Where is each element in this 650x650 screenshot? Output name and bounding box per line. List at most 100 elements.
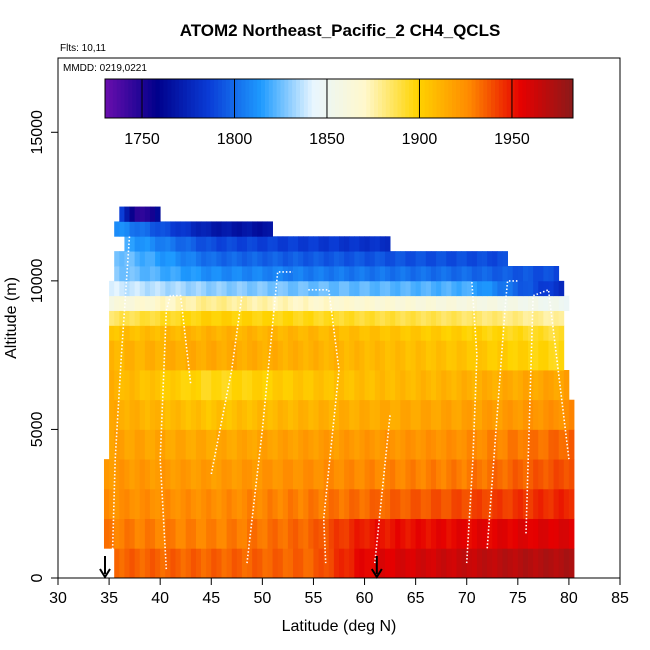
colorbar-segment (487, 79, 492, 118)
heatmap-cell (134, 459, 141, 490)
colorbar-segment (116, 79, 122, 118)
heatmap-cell (293, 236, 299, 252)
heatmap-cell (308, 310, 314, 326)
heatmap-cell (241, 310, 248, 326)
heatmap-cell (538, 310, 544, 326)
heatmap-cell (201, 518, 207, 549)
heatmap-cell (328, 310, 335, 326)
heatmap-cell (553, 459, 560, 490)
heatmap-cell (247, 399, 253, 430)
heatmap-cell (124, 325, 130, 341)
heatmap-cell (563, 459, 570, 490)
colorbar-segment (378, 79, 383, 118)
heatmap-cell (323, 266, 330, 282)
heatmap-cell (482, 325, 488, 341)
heatmap-cell (451, 280, 457, 297)
down-arrow-head (370, 568, 383, 579)
colorbar-tick-label: 1800 (217, 131, 253, 148)
heatmap-cell (175, 548, 182, 579)
heatmap-cell (298, 236, 304, 252)
heatmap-cell (160, 266, 166, 282)
heatmap-cell (129, 221, 136, 237)
heatmap-cell (231, 295, 238, 311)
heatmap-cell (272, 325, 279, 341)
heatmap-cell (364, 280, 371, 297)
heatmap-cell (247, 280, 253, 297)
heatmap-cell (553, 266, 560, 282)
heatmap-cell (267, 488, 273, 519)
heatmap-cell (262, 488, 268, 519)
heatmap-cell (456, 548, 463, 579)
heatmap-cell (512, 399, 519, 430)
heatmap-cell (543, 280, 549, 297)
heatmap-cell (425, 295, 432, 311)
heatmap-cell (323, 548, 330, 579)
heatmap-cell (298, 280, 304, 297)
heatmap-cell (185, 266, 192, 282)
heatmap-cell (430, 429, 437, 460)
heatmap-cell (374, 429, 381, 460)
heatmap-cell (165, 459, 171, 490)
heatmap-cell (134, 310, 141, 326)
heatmap-cell (425, 399, 432, 430)
colorbar-segment (366, 79, 371, 118)
heatmap-cell (211, 251, 217, 267)
heatmap-cell (441, 429, 447, 460)
heatmap-cell (568, 399, 575, 430)
heatmap-cell (247, 310, 253, 326)
colorbar-segment (428, 79, 434, 118)
heatmap-cell (201, 251, 207, 267)
heatmap-cell (180, 236, 187, 252)
heatmap-cell (328, 236, 335, 252)
heatmap-cell (354, 295, 360, 311)
heatmap-cell (221, 459, 227, 490)
heatmap-cell (155, 399, 161, 430)
heatmap-cell (201, 310, 207, 326)
heatmap-cell (512, 266, 519, 282)
heatmap-cell (339, 310, 345, 326)
heatmap-cell (451, 251, 457, 267)
heatmap-cell (344, 266, 350, 282)
colorbar-segment (261, 79, 266, 118)
heatmap-cell (400, 310, 406, 326)
heatmap-cell (257, 518, 263, 549)
heatmap-cell (369, 370, 376, 401)
colorbar-segment (284, 79, 289, 118)
heatmap-cell (441, 266, 447, 282)
heatmap-cell (395, 429, 401, 460)
heatmap-cell (114, 310, 120, 326)
heatmap-cell (144, 251, 151, 267)
heatmap-cell (226, 488, 233, 519)
heatmap-cell (548, 399, 554, 430)
colorbar-frame (104, 78, 574, 119)
heatmap-cell (277, 325, 284, 341)
heatmap-cell (252, 295, 258, 311)
heatmap-cell (144, 548, 151, 579)
heatmap-cell (364, 399, 371, 430)
heatmap-cell (119, 370, 125, 401)
heatmap-cell (344, 280, 350, 297)
colorbar-segment (190, 79, 196, 118)
heatmap-cell (425, 266, 432, 282)
heatmap-cell (298, 459, 304, 490)
heatmap-cell (425, 325, 432, 341)
flight-track (159, 294, 192, 570)
colorbar-segment (144, 79, 149, 118)
heatmap-cell (461, 340, 468, 371)
heatmap-cell (487, 488, 493, 519)
heatmap-cell (436, 518, 442, 549)
colorbar-segment (335, 79, 340, 118)
colorbar-segment (179, 79, 184, 118)
heatmap-cell (287, 295, 294, 311)
heatmap-cell (282, 266, 289, 282)
heatmap-cell (206, 518, 212, 549)
colorbar-segment (471, 79, 476, 118)
heatmap-cell (456, 429, 463, 460)
heatmap-cell (451, 266, 457, 282)
heatmap-cell (109, 340, 115, 371)
heatmap-cell (522, 325, 529, 341)
heatmap-cell (129, 266, 136, 282)
heatmap-cell (415, 310, 422, 326)
heatmap-cell (528, 548, 534, 579)
heatmap-cell (201, 399, 207, 430)
